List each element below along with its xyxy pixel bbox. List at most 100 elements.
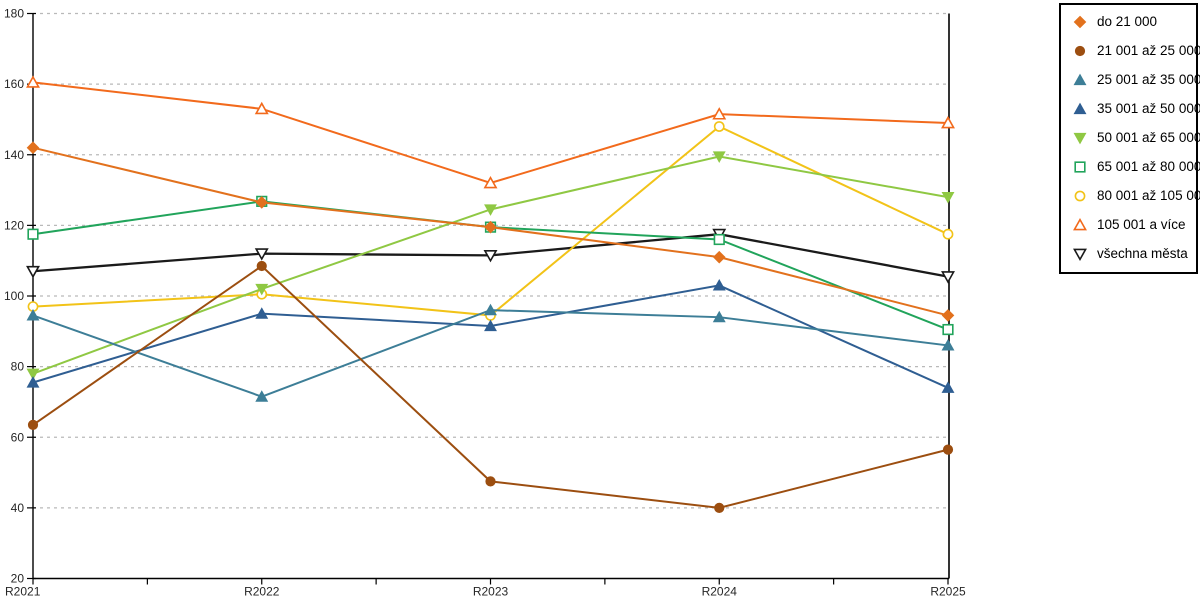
y-tick-label: 120 [4,218,24,232]
circle-marker-icon [714,502,725,513]
square-marker-icon [27,228,39,240]
legend-label: všechna města [1097,246,1188,261]
y-tick-label: 60 [11,430,25,444]
triangle-down-icon [1073,248,1087,261]
series-do-21-000 [26,141,955,322]
circle-marker-icon [713,121,725,132]
triangle-up-marker-icon [712,107,727,120]
legend-item-2: 25 001 až 35 000 [1061,65,1200,94]
y-tick-label: 100 [4,289,24,303]
legend-label: 50 001 až 65 000 [1097,130,1200,145]
series-všechna-města [26,228,955,284]
x-tick-label: R2024 [702,585,738,599]
x-tick-label: R2021 [5,585,41,599]
series-line [32,81,949,185]
triangle-up-marker-icon [1073,217,1087,230]
triangle-up-marker-icon [26,75,40,88]
triangle-up-marker-icon [26,376,40,388]
triangle-down-marker-icon [26,368,40,381]
legend-item-1: 21 001 až 25 000 [1061,36,1200,65]
x-tick-label: R2022 [244,585,280,599]
circle-marker-icon [942,444,954,455]
circle-marker-icon [1074,190,1086,201]
triangle-up-marker-icon [483,175,498,189]
triangle-down-marker-icon [1073,132,1087,144]
legend-label: 80 001 až 105 000 [1097,188,1200,203]
diamond-marker-icon [712,250,726,264]
triangle-up-marker-icon [484,303,497,316]
diamond-icon [1073,15,1087,28]
triangle-down-marker-icon [484,204,497,216]
triangle-up-marker-icon [712,278,726,291]
circle-marker-icon [256,260,267,272]
legend: do 21 000 21 001 až 25 000 25 001 až 35 00… [1059,3,1200,274]
circle-marker-icon [485,476,496,487]
triangle-up-marker-icon [941,115,955,129]
diamond-marker-icon [255,196,269,209]
triangle-down-marker-icon [712,151,726,163]
triangle-up-marker-icon [255,307,269,319]
y-tick-label: 160 [4,77,24,91]
triangle-down-marker-icon [483,249,498,263]
series-50-001-až-65-000 [26,151,955,381]
triangle-down-marker-icon [941,192,955,204]
circle-icon [1074,45,1086,56]
legend-label: 105 001 a více [1097,217,1186,232]
triangle-up-marker-icon [1073,73,1087,85]
triangle-up-icon [1073,102,1087,114]
triangle-up-icon [1073,217,1087,230]
triangle-down-icon [1073,132,1087,144]
legend-label: 25 001 až 35 000 [1097,72,1200,87]
series-25-001-až-35-000 [26,303,955,402]
series-line [32,264,949,509]
square-marker-icon [713,233,725,246]
triangle-up-marker-icon [1073,102,1087,114]
triangle-up-marker-icon [712,310,726,323]
triangle-up-marker-icon [941,381,955,393]
series-105-001-a-více [26,75,955,189]
diamond-marker-icon [1073,15,1087,28]
square-icon [1074,160,1086,173]
legend-item-5: 65 001 až 80 000 [1061,152,1200,181]
triangle-up-marker-icon [254,101,269,115]
circle-marker-icon [942,228,954,240]
circle-marker-icon [1074,45,1086,56]
y-tick-label: 140 [4,148,24,162]
y-tick-label: 180 [4,7,24,21]
triangle-up-marker-icon [255,390,269,402]
diamond-marker-icon [941,309,955,322]
series-35-001-až-50-000 [26,278,955,393]
legend-item-7: 105 001 a více [1061,210,1196,239]
legend-item-3: 35 001 až 50 000 [1061,94,1200,123]
triangle-up-marker-icon [26,308,40,321]
y-tick-label: 80 [11,360,25,374]
legend-label: do 21 000 [1097,14,1158,29]
legend-label: 65 001 až 80 000 [1097,159,1200,174]
triangle-down-marker-icon [1073,248,1087,261]
diamond-marker-icon [484,220,497,234]
triangle-down-marker-icon [941,271,955,284]
triangle-up-marker-icon [941,339,955,351]
legend-item-6: 80 001 až 105 000 [1061,181,1200,210]
triangle-down-marker-icon [255,283,269,296]
triangle-up-marker-icon [484,319,497,332]
legend-item-0: do 21 000 [1061,7,1196,36]
series-21-001-až-25-000 [27,260,954,513]
diamond-marker-icon [26,141,40,154]
triangle-down-marker-icon [254,248,269,261]
y-tick-label: 40 [11,501,25,515]
x-tick-label: R2025 [930,585,966,599]
series-line [32,284,949,389]
square-marker-icon [942,323,954,336]
circle-icon [1074,190,1086,201]
legend-item-8: všechna města [1061,239,1196,268]
legend-label: 21 001 až 25 000 [1097,43,1200,58]
x-tick-label: R2023 [473,585,509,599]
triangle-down-marker-icon [26,265,40,279]
legend-label: 35 001 až 50 000 [1097,101,1200,116]
square-marker-icon [1074,160,1086,173]
triangle-up-icon [1073,73,1087,85]
circle-marker-icon [27,419,39,430]
